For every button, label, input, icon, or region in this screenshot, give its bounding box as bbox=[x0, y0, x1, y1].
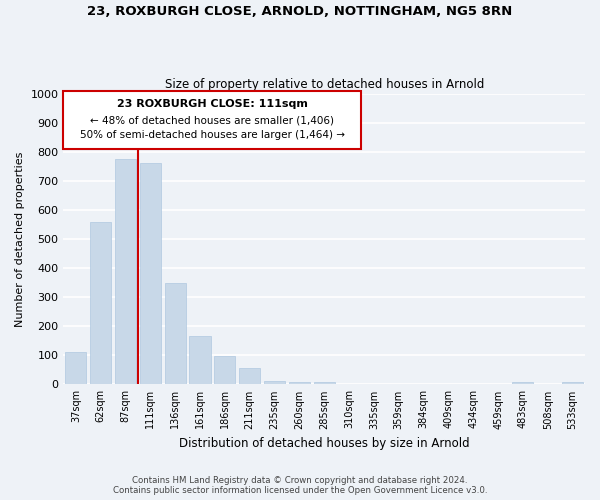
Bar bbox=[214, 356, 235, 384]
Text: 23, ROXBURGH CLOSE, ARNOLD, NOTTINGHAM, NG5 8RN: 23, ROXBURGH CLOSE, ARNOLD, NOTTINGHAM, … bbox=[88, 5, 512, 18]
Bar bbox=[239, 368, 260, 384]
Bar bbox=[562, 382, 583, 384]
FancyBboxPatch shape bbox=[64, 90, 361, 149]
Bar bbox=[140, 163, 161, 384]
Bar bbox=[314, 382, 335, 384]
Bar bbox=[65, 352, 86, 384]
Bar bbox=[512, 382, 533, 384]
Bar bbox=[289, 382, 310, 384]
Y-axis label: Number of detached properties: Number of detached properties bbox=[15, 152, 25, 326]
Text: 50% of semi-detached houses are larger (1,464) →: 50% of semi-detached houses are larger (… bbox=[80, 130, 344, 140]
Bar bbox=[90, 222, 111, 384]
X-axis label: Distribution of detached houses by size in Arnold: Distribution of detached houses by size … bbox=[179, 437, 470, 450]
Text: Contains HM Land Registry data © Crown copyright and database right 2024.
Contai: Contains HM Land Registry data © Crown c… bbox=[113, 476, 487, 495]
Text: ← 48% of detached houses are smaller (1,406): ← 48% of detached houses are smaller (1,… bbox=[90, 116, 334, 126]
Bar bbox=[164, 284, 186, 384]
Bar bbox=[190, 336, 211, 384]
Bar bbox=[264, 380, 285, 384]
Bar bbox=[115, 159, 136, 384]
Title: Size of property relative to detached houses in Arnold: Size of property relative to detached ho… bbox=[164, 78, 484, 91]
Text: 23 ROXBURGH CLOSE: 111sqm: 23 ROXBURGH CLOSE: 111sqm bbox=[116, 100, 308, 110]
